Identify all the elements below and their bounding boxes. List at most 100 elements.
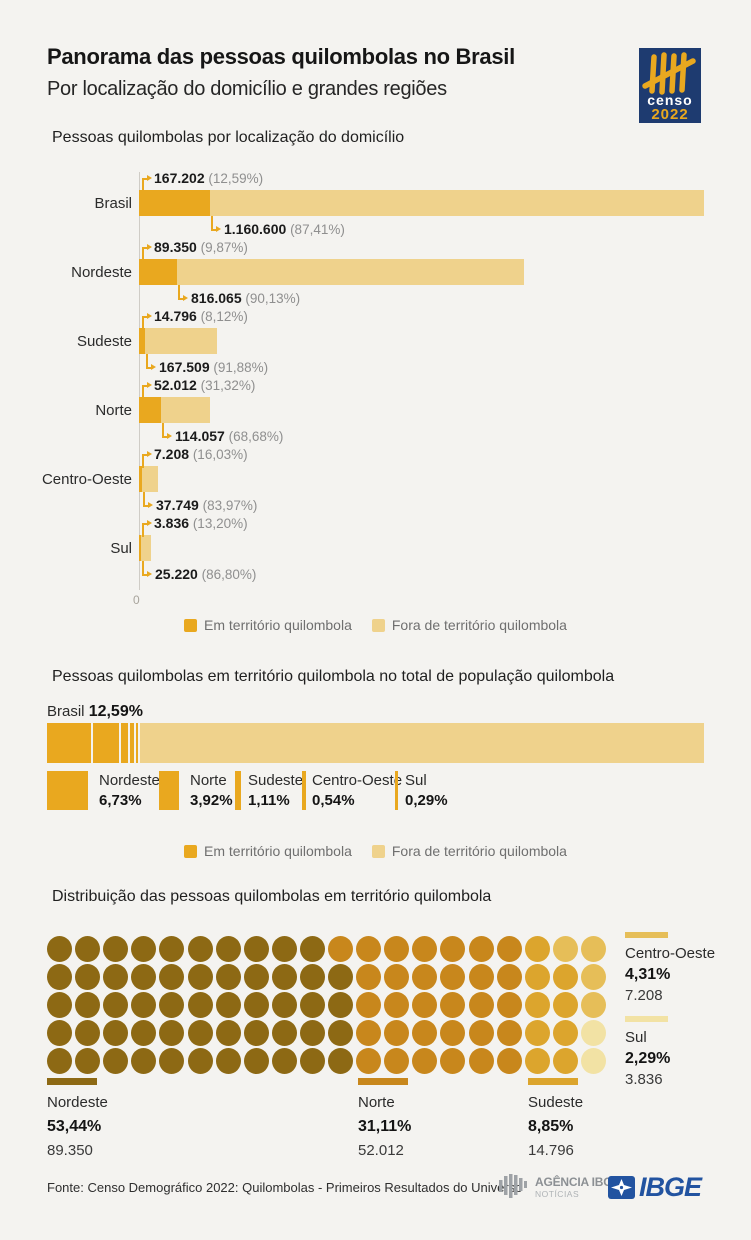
segment-fora-territorio [140, 723, 704, 763]
connector-up [142, 385, 149, 399]
waffle-dot [356, 992, 382, 1018]
waffle-dot [187, 992, 213, 1018]
legend-item-em: Em território quilombola [184, 843, 352, 859]
annotation-fora: 25.220 (86,80%) [155, 566, 257, 582]
waffle-dot [524, 936, 550, 962]
bar-em-segment [139, 190, 210, 216]
legend-item-em: Em território quilombola [184, 617, 352, 633]
chart1-title: Pessoas quilombolas por localização do d… [52, 129, 405, 146]
waffle-dot [47, 964, 72, 990]
fora-territorio-swatch [371, 844, 385, 858]
connector-down [143, 492, 150, 507]
legend-fora-label: Fora de território quilombola [391, 843, 567, 859]
row-label-nordeste: Nordeste [71, 264, 132, 281]
waffle-dot [243, 1048, 269, 1074]
key-label-nordeste: Nordeste 6,73% [99, 772, 160, 809]
waffle-dot [524, 964, 550, 990]
em-territorio-swatch [184, 844, 198, 858]
agencia-ibge-logo: AGÊNCIA IBGE NOTÍCIAS [497, 1172, 620, 1202]
waffle-dot [75, 964, 101, 990]
bar-em-segment [139, 397, 161, 423]
waffle-dot [524, 1020, 550, 1046]
bar-fora-segment [145, 328, 217, 354]
censo-2022-logo: censo 2022 [639, 48, 701, 123]
waffle-dot [412, 964, 438, 990]
bar-em-segment [139, 328, 145, 354]
waffle-label-nordeste: Nordeste 53,44% 89.350 [47, 1094, 108, 1159]
waffle-dot [356, 1020, 382, 1046]
waffle-dot [552, 992, 578, 1018]
annotation-fora: 816.065 (90,13%) [191, 290, 301, 306]
waffle-dot [496, 992, 522, 1018]
connector-arrow [147, 244, 152, 250]
waffle-dot [552, 1020, 578, 1046]
connector-arrow [167, 433, 172, 439]
waffle-dot [47, 992, 72, 1018]
key-swatch-norte [159, 771, 179, 810]
waffle-dot [243, 992, 269, 1018]
connector-down [211, 216, 218, 231]
waffle-dot [440, 992, 466, 1018]
waffle-dot [187, 1048, 213, 1074]
waffle-dot [384, 936, 410, 962]
bar-fora-segment [161, 397, 210, 423]
connector-arrow [148, 502, 153, 508]
connector-up [142, 454, 149, 468]
waffle-swatch-nordeste [47, 1078, 97, 1085]
waffle-dot [580, 1048, 606, 1074]
segment-nordeste [47, 723, 91, 763]
key-label-norte: Norte 3,92% [190, 772, 233, 809]
waffle-dot [299, 992, 325, 1018]
connector-down [146, 354, 153, 369]
fora-territorio-swatch [371, 618, 385, 632]
annotation-fora: 37.749 (83,97%) [156, 497, 258, 513]
annotation-em: 52.012 (31,32%) [154, 377, 256, 393]
legend-item-fora: Fora de território quilombola [371, 843, 567, 859]
connector-arrow [183, 295, 188, 301]
svg-text:censo: censo [647, 92, 692, 108]
key-swatch-sul [395, 771, 398, 810]
waffle-dot [103, 1020, 129, 1046]
waffle-dot [131, 992, 157, 1018]
waffle-dot [131, 964, 157, 990]
waffle-dot [496, 1048, 522, 1074]
ibge-star-icon [608, 1176, 635, 1199]
waffle-swatch-sul [625, 1016, 668, 1022]
waffle-dot [468, 964, 494, 990]
bar-sul [139, 535, 151, 561]
annotation-em: 14.796 (8,12%) [154, 308, 248, 324]
connector-arrow [147, 175, 152, 181]
waffle-dot [552, 964, 578, 990]
bar-em-segment [139, 259, 177, 285]
waffle-dot [159, 1048, 185, 1074]
waffle-dot [271, 1048, 297, 1074]
waffle-dot [271, 1020, 297, 1046]
annotation-fora: 1.160.600 (87,41%) [224, 221, 345, 237]
bar-fora-segment [177, 259, 524, 285]
waffle-swatch-sudeste [528, 1078, 578, 1085]
waffle-dot [580, 964, 606, 990]
row-label-norte: Norte [95, 402, 132, 419]
row-label-sul: Sul [110, 540, 132, 557]
waffle-dot [103, 992, 129, 1018]
agencia-ibge-text: AGÊNCIA IBGE [535, 1175, 621, 1189]
waffle-dot [384, 964, 410, 990]
waffle-dot [328, 936, 353, 962]
legend-em-label: Em território quilombola [204, 617, 352, 633]
waffle-dot [580, 992, 606, 1018]
segment-centro-oeste [130, 723, 134, 763]
waffle-dot [552, 936, 578, 962]
waffle-dot [328, 964, 353, 990]
waffle-dot [215, 936, 241, 962]
agencia-ibge-map-icon [499, 1174, 527, 1198]
waffle-dot [215, 964, 241, 990]
waffle-dot [552, 1048, 578, 1074]
row-label-sudeste: Sudeste [76, 333, 132, 350]
waffle-dot [496, 936, 522, 962]
chart2-total-label: Brasil 12,59% [47, 703, 143, 721]
key-swatch-sudeste [235, 771, 241, 810]
waffle-dot [440, 964, 466, 990]
waffle-dot [103, 964, 129, 990]
waffle-dot [299, 1020, 325, 1046]
waffle-dot [328, 1048, 353, 1074]
